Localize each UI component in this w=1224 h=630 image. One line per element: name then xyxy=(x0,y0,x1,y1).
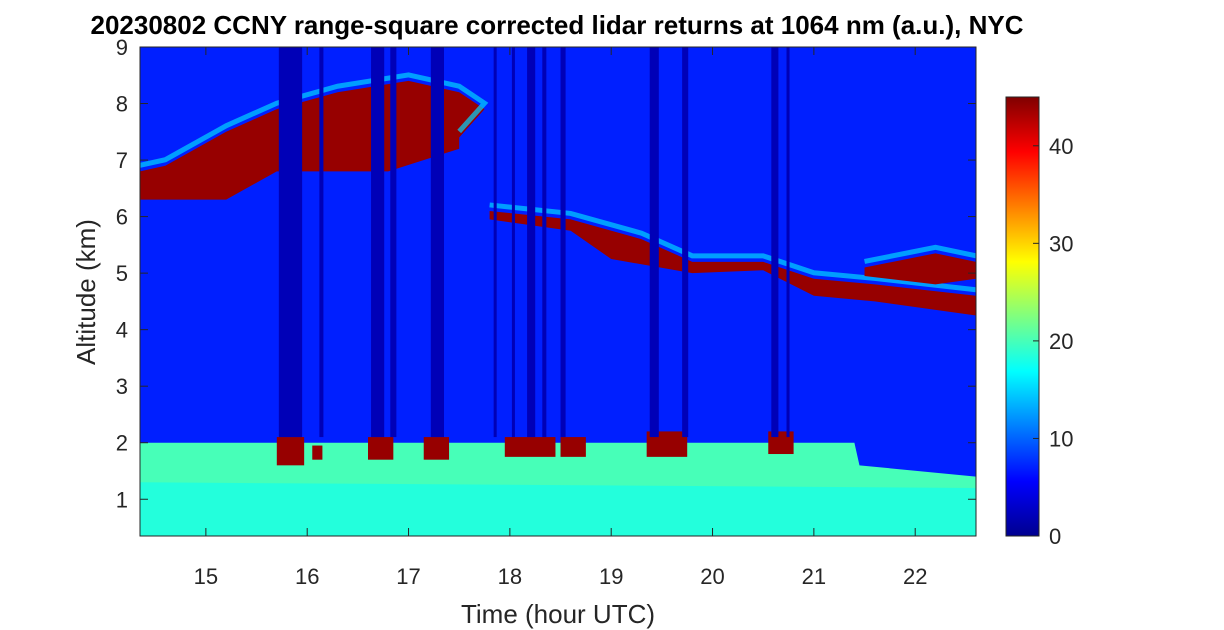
y-axis: 1 2 3 4 5 6 7 8 9 xyxy=(116,35,976,512)
dropout-column xyxy=(278,47,303,438)
x-tick-label: 20 xyxy=(700,564,724,589)
plot-area xyxy=(140,47,976,536)
colorbar-tick-label: 0 xyxy=(1049,524,1061,549)
dropout-column xyxy=(493,47,497,438)
y-tick-label: 8 xyxy=(116,92,128,117)
cloud-layer-halo xyxy=(864,244,976,264)
x-axis: 15 16 17 18 19 20 21 22 xyxy=(194,47,927,589)
bl-top-patch xyxy=(768,431,794,455)
dropout-column xyxy=(649,47,659,438)
dropout-column xyxy=(371,47,385,438)
colorbar-tick-label: 10 xyxy=(1049,426,1073,451)
bl-top-patch xyxy=(276,437,305,466)
dropout-column xyxy=(430,47,444,438)
dropout-column xyxy=(511,47,515,438)
y-tick-label: 4 xyxy=(116,318,128,343)
y-axis-label: Altitude (km) xyxy=(71,219,101,365)
x-tick-label: 19 xyxy=(599,564,623,589)
y-tick-label: 1 xyxy=(116,487,128,512)
chart-title: 20230802 CCNY range-square corrected lid… xyxy=(90,10,1023,40)
bl-top-patch xyxy=(312,445,323,460)
plot-frame xyxy=(139,46,977,537)
colorbar xyxy=(1005,96,1040,537)
colorbar-axis: 0 10 20 30 40 xyxy=(1033,134,1073,549)
x-tick-label: 18 xyxy=(498,564,522,589)
dropout-column xyxy=(682,47,689,438)
dropout-column xyxy=(560,47,566,438)
x-tick-label: 17 xyxy=(396,564,420,589)
x-tick-label: 21 xyxy=(802,564,826,589)
cloud-layer-3 xyxy=(864,253,976,285)
x-axis-label: Time (hour UTC) xyxy=(461,599,655,629)
dropout-column xyxy=(771,47,779,438)
bl-top-patch xyxy=(423,437,450,460)
dropout-column xyxy=(319,47,324,438)
y-tick-label: 9 xyxy=(116,35,128,60)
dropout-column xyxy=(786,47,790,438)
bl-top-patch xyxy=(504,437,556,457)
y-tick-label: 3 xyxy=(116,374,128,399)
cloud-layer-2 xyxy=(489,210,976,316)
y-tick-label: 6 xyxy=(116,205,128,230)
x-tick-label: 15 xyxy=(194,564,218,589)
x-tick-label: 16 xyxy=(295,564,319,589)
y-tick-label: 2 xyxy=(116,431,128,456)
cloud-layer-1 xyxy=(140,80,485,200)
colorbar-tick-label: 30 xyxy=(1049,231,1073,256)
cloud-layer-halo xyxy=(489,202,976,293)
y-tick-label: 5 xyxy=(116,261,128,286)
cloud-layer-halo xyxy=(140,72,489,168)
x-tick-label: 22 xyxy=(903,564,927,589)
bl-top-patch xyxy=(368,437,394,460)
dropout-column xyxy=(390,47,397,438)
y-tick-label: 7 xyxy=(116,148,128,173)
bl-top-patch xyxy=(560,437,586,457)
dropout-column xyxy=(527,47,536,438)
colorbar-tick-label: 40 xyxy=(1049,134,1073,159)
dropout-column xyxy=(542,47,547,438)
colorbar-tick-label: 20 xyxy=(1049,329,1073,354)
surface-layer xyxy=(140,482,976,536)
